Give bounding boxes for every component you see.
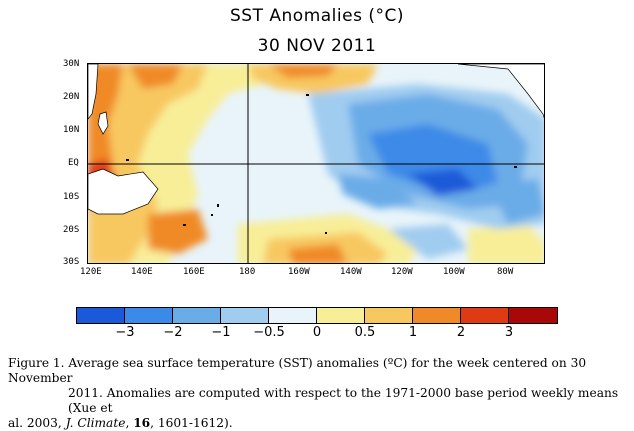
sst-anomaly-field [88, 64, 544, 263]
colorbar-swatch [125, 308, 173, 323]
lat-label-30s: 30S [63, 257, 80, 267]
lon-label-180: 180 [239, 267, 256, 277]
lon-label-140e: 140E [131, 267, 153, 277]
colorbar-tick-label: 3 [504, 325, 514, 340]
lon-label-160e: 160E [183, 267, 205, 277]
colorbar-swatch [221, 308, 269, 323]
colorbar-tick-label: 1 [408, 325, 418, 340]
lon-label-80w: 80W [497, 267, 514, 277]
colorbar-swatch [317, 308, 365, 323]
colorbar-tick-label: 2 [456, 325, 466, 340]
lat-label-20n: 20N [63, 92, 80, 102]
colorbar-tick-label: 0 [312, 325, 322, 340]
caption-line3: al. 2003, J. Climate, 16, 1601-1612). [8, 416, 233, 430]
islands [126, 94, 517, 234]
colorbar-tick-label: −0.5 [253, 325, 285, 340]
colorbar-swatch [269, 308, 317, 323]
lon-label-120w: 120W [391, 267, 413, 277]
lon-label-120e: 120E [80, 267, 102, 277]
caption-line2: 2011. Anomalies are computed with respec… [68, 386, 619, 415]
colorbar-swatch [77, 308, 125, 323]
lon-label-100w: 100W [443, 267, 465, 277]
colorbar-swatch [365, 308, 413, 323]
colorbar-tick-label: −3 [115, 325, 135, 340]
lat-label-10n: 10N [63, 125, 80, 135]
colorbar-tick-label: −1 [211, 325, 231, 340]
colorbar-swatch [173, 308, 221, 323]
map-date: 30 NOV 2011 [257, 36, 377, 56]
colorbar-swatch [461, 308, 509, 323]
colorbar-swatch [413, 308, 461, 323]
land-masses [88, 64, 544, 215]
colorbar-swatch [509, 308, 557, 323]
figure-caption: Figure 1. Average sea surface temperatur… [8, 356, 630, 431]
lat-label-20s: 20S [63, 225, 80, 235]
caption-line1: Figure 1. Average sea surface temperatur… [8, 356, 587, 385]
lon-label-140w: 140W [340, 267, 362, 277]
lat-label-10s: 10S [63, 192, 80, 202]
sst-anomaly-map [87, 63, 545, 264]
colorbar-tick-label: 0.5 [354, 325, 376, 340]
lon-label-160w: 160W [288, 267, 310, 277]
map-title: SST Anomalies (°C) [230, 6, 404, 26]
lat-label-eq: EQ [68, 158, 79, 168]
lat-label-30n: 30N [63, 59, 80, 69]
colorbar [76, 307, 558, 324]
colorbar-tick-label: −2 [163, 325, 183, 340]
